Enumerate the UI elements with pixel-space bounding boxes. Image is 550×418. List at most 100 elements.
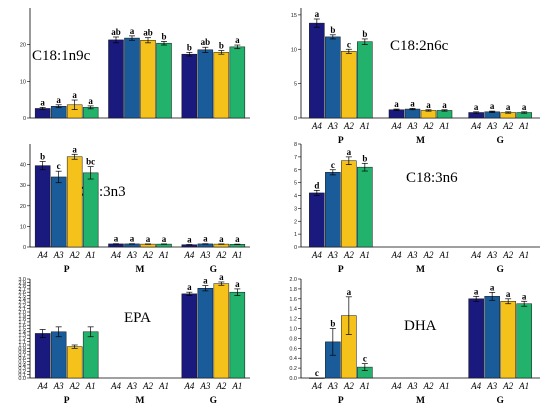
- significance-label: a: [72, 90, 77, 100]
- y-tick-label: 0: [294, 245, 297, 251]
- bar: [436, 110, 453, 119]
- y-tick-label: 6: [294, 168, 297, 174]
- y-tick-label: 2.4: [18, 297, 26, 303]
- group-label: P: [338, 265, 344, 275]
- significance-label: b: [161, 31, 166, 41]
- bar-category-label: A3: [486, 121, 497, 131]
- bar: [197, 49, 214, 119]
- bar: [229, 46, 246, 119]
- y-tick-label: 15: [291, 13, 297, 19]
- significance-label: a: [130, 26, 135, 36]
- y-tick-label: 0.0: [18, 376, 26, 382]
- bar-category-label: A2: [142, 381, 153, 391]
- bar-category-label: A4: [311, 250, 322, 260]
- panel-title: C18:3n6: [406, 170, 458, 186]
- panel-title: DHA: [404, 318, 437, 334]
- significance-label: a: [203, 276, 208, 286]
- group-label: P: [64, 396, 70, 406]
- significance-label: a: [219, 234, 224, 244]
- bar-category-label: A3: [126, 381, 137, 391]
- significance-label: bc: [86, 157, 95, 167]
- group-label: M: [136, 396, 145, 406]
- y-tick-label: 1.0: [18, 343, 26, 349]
- significance-label: a: [235, 234, 240, 244]
- bar-category-label: A4: [183, 250, 194, 260]
- bar: [341, 160, 357, 248]
- bar-category-label: A3: [407, 250, 418, 260]
- bar: [357, 41, 373, 119]
- bar-category-label: A2: [423, 121, 434, 131]
- y-tick-label: 20: [20, 204, 26, 210]
- bar: [124, 37, 140, 119]
- y-tick-label: 0: [23, 245, 26, 251]
- y-tick-label: 1.7: [18, 320, 26, 326]
- y-tick-label: 2.6: [18, 290, 26, 296]
- significance-label: a: [442, 100, 447, 110]
- significance-label: a: [88, 96, 93, 106]
- bar: [34, 165, 51, 248]
- bar-category-label: A1: [518, 250, 529, 260]
- bar-category-label: A2: [423, 250, 434, 260]
- group-label: G: [496, 136, 504, 146]
- bar-category-label: A4: [37, 381, 48, 391]
- y-tick-label: 2.0: [18, 310, 26, 316]
- bar-category-label: A1: [359, 250, 370, 260]
- group-label: G: [496, 396, 504, 406]
- bar: [404, 108, 421, 119]
- y-tick-label: 2.3: [18, 300, 26, 306]
- bar-category-label: A2: [502, 121, 513, 131]
- y-tick-label: 10: [20, 79, 26, 85]
- bar: [357, 166, 373, 248]
- significance-label: a: [235, 279, 240, 289]
- bar: [388, 109, 405, 119]
- bar: [468, 298, 484, 379]
- bar-category-label: A3: [327, 121, 338, 131]
- significance-label: a: [146, 234, 151, 244]
- y-tick-label: 1: [294, 232, 297, 238]
- group-label: G: [210, 396, 218, 406]
- significance-label: a: [490, 282, 495, 292]
- group-label: M: [136, 265, 145, 275]
- y-tick-label: 2: [294, 219, 297, 225]
- significance-label: a: [72, 144, 77, 154]
- y-tick-label: 30: [20, 183, 26, 189]
- significance-label: a: [130, 234, 135, 244]
- y-tick-label: 1.4: [18, 330, 26, 336]
- bar-category-label: A3: [327, 381, 338, 391]
- bar-category-label: A4: [311, 121, 322, 131]
- bar-category-label: A1: [518, 121, 529, 131]
- significance-label: a: [522, 291, 527, 301]
- significance-label: ab: [143, 28, 153, 38]
- y-tick-label: 0.3: [18, 366, 26, 372]
- group-label: M: [416, 396, 425, 406]
- bar-category-label: A1: [85, 381, 96, 391]
- bar-category-label: A3: [327, 250, 338, 260]
- bar-category-label: A1: [231, 250, 242, 260]
- bar: [140, 40, 156, 119]
- significance-label: a: [235, 35, 240, 45]
- bar: [325, 172, 341, 248]
- y-tick-label: 5: [294, 82, 297, 88]
- bar-category-label: A3: [199, 250, 210, 260]
- significance-label: b: [219, 41, 224, 51]
- y-tick-label: 3.0: [18, 277, 26, 283]
- bar-category-label: A4: [391, 250, 402, 260]
- significance-label: a: [114, 234, 119, 244]
- bar-category-label: A2: [343, 250, 354, 260]
- significance-label: a: [219, 272, 224, 282]
- significance-label: a: [187, 282, 192, 292]
- bar-category-label: A2: [142, 250, 153, 260]
- group-label: M: [416, 265, 425, 275]
- y-tick-label: 2.8: [18, 284, 26, 290]
- significance-label: d: [314, 180, 319, 190]
- significance-label: a: [347, 287, 352, 297]
- y-tick-label: 2.2: [18, 303, 26, 309]
- bar-category-label: A2: [423, 381, 434, 391]
- y-tick-label: 0.4: [289, 356, 297, 362]
- bar-category-label: A3: [53, 381, 64, 391]
- y-tick-label: 0.2: [289, 366, 297, 372]
- y-tick-label: 0.1: [18, 373, 26, 379]
- significance-label: ab: [201, 37, 211, 47]
- y-tick-label: 0.5: [18, 360, 26, 366]
